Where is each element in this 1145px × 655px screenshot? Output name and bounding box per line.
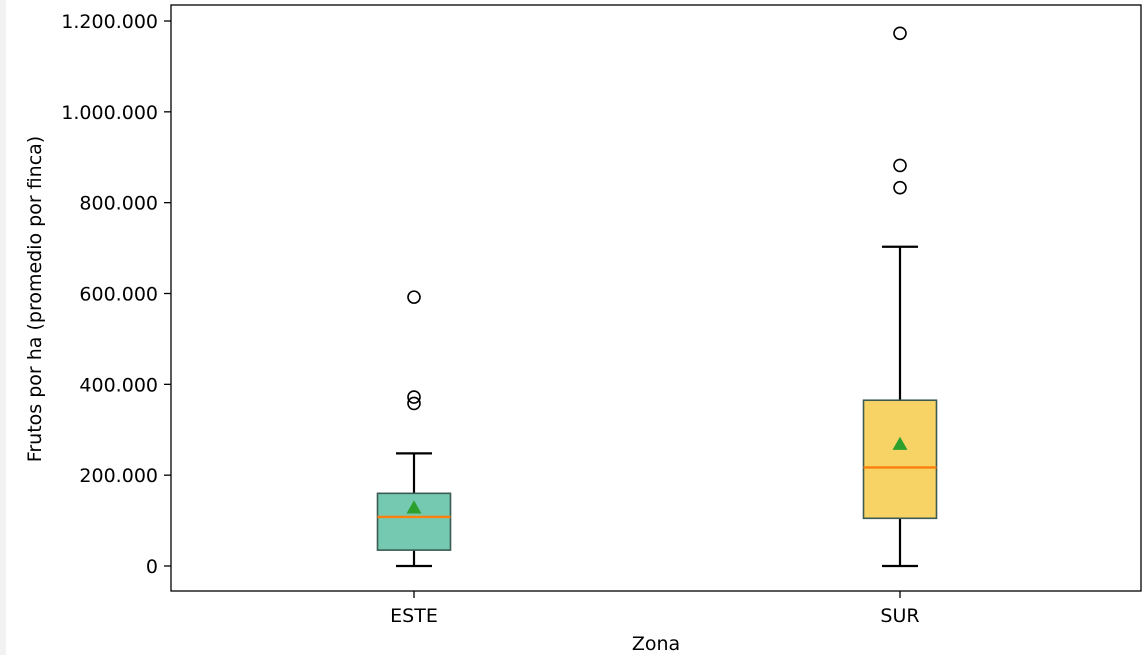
iqr-box xyxy=(862,399,938,520)
y-tick-label: 800.000 xyxy=(79,193,158,215)
outlier-point xyxy=(893,158,907,173)
x-axis-label: Zona xyxy=(632,633,680,655)
box-sur xyxy=(862,26,938,568)
left-margin-strip xyxy=(0,0,6,655)
box-series xyxy=(376,26,938,568)
y-axis-label: Frutos por ha (promedio por finca) xyxy=(24,136,46,462)
y-tick-label: 600.000 xyxy=(79,284,158,306)
x-axis: ESTE SUR xyxy=(390,591,920,627)
plot-frame xyxy=(170,4,1142,592)
outlier-point xyxy=(893,26,907,41)
x-tick-label: SUR xyxy=(880,605,919,627)
mean-marker xyxy=(406,500,422,514)
outlier-point xyxy=(407,396,421,411)
outlier-point xyxy=(893,180,907,195)
y-tick-label: 1.000.000 xyxy=(61,102,158,124)
box-este xyxy=(376,290,452,568)
x-tick-label: ESTE xyxy=(390,605,438,627)
y-tick-label: 1.200.000 xyxy=(61,11,158,33)
outlier-point xyxy=(407,290,421,304)
y-tick-label: 200.000 xyxy=(79,465,158,487)
outlier-point xyxy=(407,390,421,404)
y-tick-label: 400.000 xyxy=(79,374,158,396)
mean-marker xyxy=(892,436,908,450)
plot-area xyxy=(170,4,1142,592)
y-tick-label: 0 xyxy=(146,556,158,578)
y-axis: 0 200.000 400.000 600.000 800.000 1.000.000 1.… xyxy=(61,11,171,578)
